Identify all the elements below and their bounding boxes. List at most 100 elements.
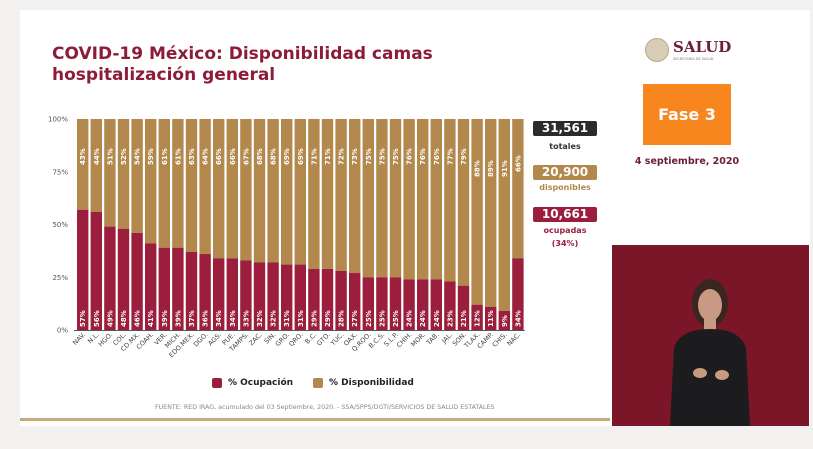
- bar-disponibilidad: [403, 119, 415, 280]
- bar-disponibilidad: [457, 119, 470, 286]
- value-label-ocupacion: 24%: [433, 310, 441, 327]
- value-label-disponibilidad: 75%: [392, 148, 400, 165]
- bar-disponibilidad: [389, 119, 402, 278]
- x-tick-label: NAC.: [505, 331, 522, 348]
- disponibles-badge: 20,900: [533, 165, 597, 180]
- bar-ocupacion: [104, 226, 116, 330]
- value-label-ocupacion: 24%: [419, 310, 427, 327]
- value-label-ocupacion: 57%: [79, 310, 87, 327]
- value-label-disponibilidad: 88%: [474, 160, 482, 177]
- bar-ocupacion: [240, 260, 252, 330]
- x-tick-label: CHIH.: [395, 331, 414, 350]
- bar-disponibilidad: [498, 119, 510, 312]
- bar-disponibilidad: [90, 119, 102, 212]
- value-label-disponibilidad: 66%: [514, 155, 522, 172]
- x-tick-label: GTO.: [315, 331, 332, 348]
- value-label-ocupacion: 21%: [460, 310, 468, 327]
- value-label-disponibilidad: 73%: [351, 148, 359, 165]
- bar-disponibilidad: [226, 119, 238, 259]
- value-label-disponibilidad: 64%: [202, 148, 210, 165]
- value-label-ocupacion: 29%: [310, 310, 318, 327]
- bar-ocupacion: [253, 262, 266, 330]
- seal-icon: [645, 38, 669, 62]
- bar-ocupacion: [267, 262, 279, 330]
- value-label-disponibilidad: 91%: [501, 160, 509, 177]
- value-label-disponibilidad: 67%: [242, 148, 250, 165]
- value-label-disponibilidad: 76%: [419, 148, 427, 165]
- bar-disponibilidad: [131, 119, 143, 233]
- bar-disponibilidad: [172, 119, 184, 248]
- bar-ocupacion: [90, 211, 102, 330]
- bar-ocupacion: [512, 258, 524, 330]
- value-label-ocupacion: 31%: [283, 310, 291, 327]
- y-tick-label: 50%: [52, 221, 68, 229]
- value-label-ocupacion: 25%: [392, 310, 400, 327]
- totales-label: totales: [549, 142, 581, 151]
- bar-ocupacion: [444, 281, 456, 330]
- bar-ocupacion: [403, 279, 415, 330]
- bar-ocupacion: [145, 243, 157, 330]
- value-label-disponibilidad: 52%: [120, 148, 128, 165]
- value-label-ocupacion: 39%: [161, 310, 169, 327]
- ocupadas-badge: 10,661: [533, 207, 597, 222]
- value-label-ocupacion: 34%: [215, 310, 223, 327]
- y-tick-label: 100%: [48, 116, 68, 124]
- y-tick-label: 25%: [52, 274, 68, 282]
- bar-disponibilidad: [308, 119, 320, 269]
- bar-disponibilidad: [362, 119, 374, 278]
- value-label-ocupacion: 31%: [297, 310, 305, 327]
- value-label-disponibilidad: 61%: [161, 148, 169, 165]
- value-label-disponibilidad: 76%: [406, 148, 414, 165]
- x-tick-label: ZAC.: [247, 331, 264, 348]
- bar-ocupacion: [335, 270, 347, 330]
- value-label-disponibilidad: 44%: [93, 148, 101, 165]
- phase-badge: Fase 3: [643, 84, 731, 145]
- value-label-disponibilidad: 68%: [256, 148, 264, 165]
- bar-disponibilidad: [253, 119, 266, 263]
- bar-ocupacion: [471, 304, 483, 330]
- bar-disponibilidad: [294, 119, 306, 265]
- value-label-disponibilidad: 77%: [446, 148, 454, 165]
- bar-ocupacion: [185, 251, 198, 330]
- x-tick-label: NAV.: [71, 331, 87, 347]
- value-label-ocupacion: 49%: [106, 310, 114, 327]
- y-tick-label: 75%: [52, 168, 68, 176]
- value-label-disponibilidad: 72%: [338, 148, 346, 165]
- bar-disponibilidad: [281, 119, 293, 265]
- value-label-ocupacion: 11%: [487, 310, 495, 327]
- value-label-ocupacion: 32%: [256, 310, 264, 327]
- value-label-disponibilidad: 71%: [324, 148, 332, 165]
- value-label-ocupacion: 24%: [406, 310, 414, 327]
- value-label-disponibilidad: 59%: [147, 148, 155, 165]
- bar-disponibilidad: [199, 119, 211, 255]
- value-label-ocupacion: 25%: [365, 310, 373, 327]
- value-label-ocupacion: 56%: [93, 310, 101, 327]
- bar-ocupacion: [308, 268, 320, 330]
- value-label-ocupacion: 29%: [324, 310, 332, 327]
- x-tick-label: QRO.: [287, 331, 304, 348]
- bar-disponibilidad: [417, 119, 429, 280]
- bar-ocupacion: [362, 277, 374, 330]
- logo-name: SALUD: [673, 38, 732, 56]
- x-tick-label: CHIS.: [491, 331, 509, 349]
- value-label-ocupacion: 33%: [242, 310, 250, 327]
- bar-disponibilidad: [240, 119, 252, 261]
- legend-label: % Disponibilidad: [329, 378, 414, 388]
- value-label-ocupacion: 27%: [351, 310, 359, 327]
- logo-sub: SECRETARÍA DE SALUD: [673, 57, 714, 61]
- totales-badge: 31,561: [533, 121, 597, 136]
- value-label-disponibilidad: 68%: [270, 148, 278, 165]
- sign-language-interpreter-video: [612, 245, 809, 426]
- source-note: FUENTE: RED IRAG, acumulado del 03 Septi…: [155, 404, 495, 411]
- value-label-disponibilidad: 54%: [134, 148, 142, 165]
- bar-disponibilidad: [158, 119, 170, 248]
- value-label-ocupacion: 28%: [338, 310, 346, 327]
- x-tick-label: HGO.: [97, 331, 115, 349]
- bar-disponibilidad: [77, 119, 89, 210]
- bar-disponibilidad: [145, 119, 157, 244]
- bar-ocupacion: [349, 273, 361, 330]
- bar-disponibilidad: [512, 119, 524, 259]
- bar-ocupacion: [213, 258, 225, 330]
- bar-disponibilidad: [485, 119, 497, 307]
- bar-disponibilidad: [430, 119, 442, 280]
